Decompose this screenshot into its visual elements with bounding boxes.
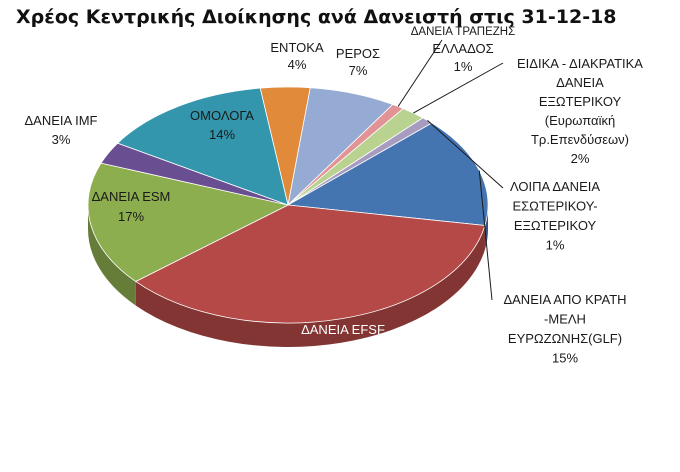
slice-label-line: ΔΑΝΕΙΑ ΤΡΑΠΕΖΗΣ	[411, 26, 515, 38]
slice-label-line: 3%	[52, 132, 71, 147]
slice-label-line: Τρ.Επενδύσεων)	[531, 132, 629, 147]
slice-label-line: ΕΥΡΩΖΩΝΗΣ(GLF)	[508, 331, 622, 346]
slice-label-2: ΔΑΝΕΙΑ ΤΡΑΠΕΖΗΣ ΕΛΛΑΔΟΣ 1%	[411, 26, 515, 74]
slice-label-line: 1%	[546, 238, 565, 253]
leader-line-4	[427, 120, 504, 189]
slice-label-0: ΕΝΤΟΚΑ 4%	[270, 40, 324, 72]
leader-line-3	[413, 62, 504, 114]
slice-label-line: ΟΜΟΛΟΓΑ	[190, 108, 254, 123]
slice-label-9: ΟΜΟΛΟΓΑ 14%	[190, 108, 254, 142]
slice-label-line: 4%	[288, 57, 307, 72]
slice-label-3: ΕΙΔΙΚΑ - ΔΙΑΚΡΑΤΙΚΑ ΔΑΝΕΙΑ ΕΞΩΤΕΡΙΚΟΥ (Ευρω…	[517, 56, 643, 166]
slice-label-1: ΡΕΡΟΣ 7%	[336, 46, 380, 78]
leader-line-2	[397, 39, 443, 107]
slice-side-7-0	[88, 205, 136, 306]
slice-label-line: ΡΕΡΟΣ	[336, 46, 380, 61]
pie-slice-7	[87, 162, 290, 282]
slice-label-line: -ΜΕΛΗ	[544, 312, 586, 327]
slice-label-line: 17%	[118, 209, 144, 224]
slice-label-line: ΔΑΝΕΙΑ IMF	[25, 113, 98, 128]
slice-label-line: 15%	[552, 351, 578, 366]
slice-label-line: ΕΞΩΤΕΡΙΚΟΥ	[539, 94, 622, 109]
slice-label-4: ΛΟΙΠΑ ΔΑΝΕΙΑ ΕΣΩΤΕΡΙΚΟΥ- ΕΞΩΤΕΡΙΚΟΥ 1%	[510, 179, 600, 253]
pie-slice-9	[116, 87, 289, 206]
slice-label-5: ΔΑΝΕΙΑ ΑΠΟ ΚΡΑΤΗ -ΜΕΛΗ ΕΥΡΩΖΩΝΗΣ(GLF) 15%	[503, 292, 626, 366]
slice-label-line: ΕΣΩΤΕΡΙΚΟΥ-	[512, 199, 597, 214]
slice-label-8: ΔΑΝΕΙΑ IMF 3%	[25, 113, 98, 147]
slice-label-7: ΔΑΝΕΙΑ ESM 17%	[92, 189, 171, 224]
slice-label-line: ΔΑΝΕΙΑ ΑΠΟ ΚΡΑΤΗ	[503, 292, 626, 307]
slice-labels: ΕΝΤΟΚΑ 4% ΡΕΡΟΣ 7% ΔΑΝΕΙΑ ΤΡΑΠΕΖΗΣ ΕΛΛΑΔΟΣ 1% Ε…	[25, 26, 644, 366]
leader-line-5	[478, 170, 493, 301]
pie-slice-5	[286, 122, 489, 226]
slice-label-line: ΔΑΝΕΙΑ	[556, 75, 604, 90]
leader-lines	[397, 39, 504, 301]
pie-slice-6	[134, 204, 486, 324]
slice-label-line: 36%	[330, 342, 356, 357]
slice-label-line: 1%	[454, 59, 473, 74]
slice-label-line: ΔΑΝΕΙΑ ESM	[92, 189, 171, 204]
pie-slices	[87, 86, 489, 324]
slice-label-6: ΔΑΝΕΙΑ EFSF 36%	[301, 322, 385, 357]
slice-label-line: 14%	[209, 127, 235, 142]
slice-label-line: ΕΙΔΙΚΑ - ΔΙΑΚΡΑΤΙΚΑ	[517, 56, 643, 71]
slice-label-line: (Ευρωπαϊκή	[545, 113, 615, 128]
slice-label-line: 2%	[571, 151, 590, 166]
slice-label-line: ΛΟΙΠΑ ΔΑΝΕΙΑ	[510, 179, 600, 194]
slice-label-line: ΔΑΝΕΙΑ EFSF	[301, 322, 385, 337]
slice-label-line: ΕΝΤΟΚΑ	[270, 40, 324, 55]
chart-title: Χρέος Κεντρικής Διοίκησης ανά Δανειστή σ…	[16, 6, 617, 28]
slice-label-line: 7%	[349, 63, 368, 78]
slice-label-line: ΕΛΛΑΔΟΣ	[432, 41, 493, 56]
slice-label-line: ΕΞΩΤΕΡΙΚΟΥ	[514, 218, 597, 233]
